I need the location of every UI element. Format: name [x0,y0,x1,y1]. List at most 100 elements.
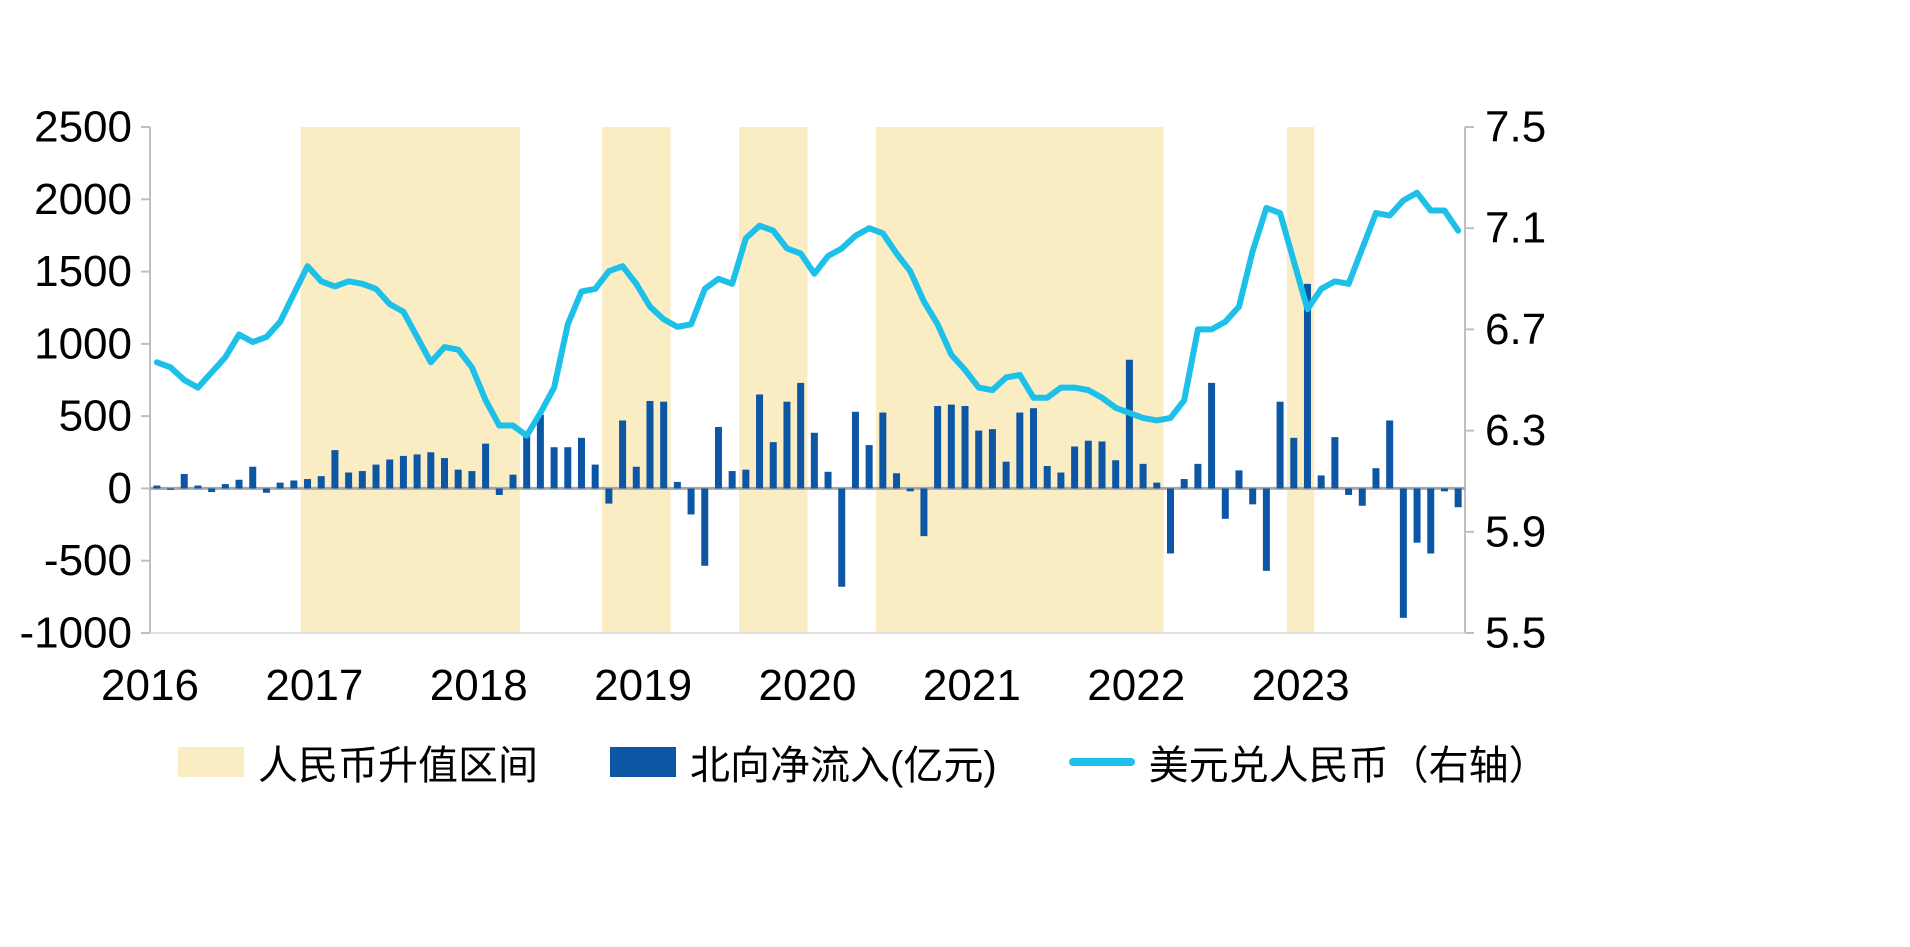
legend-label-line: 美元兑人民币（右轴） [1148,744,1549,788]
northbound-flow-bar [441,458,449,489]
northbound-flow-bar [1153,482,1161,489]
northbound-flow-bar [208,488,216,493]
northbound-flow-bar [988,429,996,489]
northbound-flow-bar [975,430,983,489]
northbound-flow-bar [797,382,805,489]
northbound-flow-bar [906,488,914,492]
northbound-flow-bar [783,401,791,489]
northbound-flow-bar [1290,437,1298,489]
northbound-flow-bar [413,454,421,489]
northbound-flow-bar [1221,488,1229,519]
northbound-flow-bar [262,488,270,493]
northbound-flow-bar [893,473,901,489]
left-axis-tick-label: 0 [108,464,132,513]
northbound-flow-bar [372,464,380,489]
x-axis-year-label: 2021 [923,661,1021,710]
x-axis-year-label: 2017 [265,661,363,710]
northbound-flow-bar [619,420,627,489]
northbound-flow-bar [536,414,544,489]
northbound-flow-bar [851,411,859,489]
northbound-flow-bar [591,464,599,489]
northbound-flow-bar [194,485,202,489]
northbound-flow-bar [756,394,764,489]
northbound-flow-bar [961,406,969,489]
left-axis-tick-label: 500 [59,392,132,441]
left-axis-tick-label: 1000 [34,319,132,368]
line-swatch [1068,758,1135,766]
legend-label-band: 人民币升值区间 [258,744,538,788]
right-axis-tick-label: 7.5 [1485,103,1546,152]
northbound-flow-bar [304,479,312,489]
northbound-flow-bar [1317,475,1325,489]
northbound-flow-bar [482,443,490,489]
northbound-flow-bar [1331,437,1339,489]
northbound-flow-bar [345,472,353,489]
appreciation-band [602,127,671,633]
x-axis-year-label: 2019 [594,661,692,710]
left-axis-tick-label: -1000 [19,609,132,658]
northbound-flow-bar [728,471,736,489]
northbound-flow-bar [687,488,695,515]
northbound-flow-bar [1139,463,1147,489]
left-axis-tick-label: 2500 [34,103,132,152]
northbound-flow-bar [1125,359,1133,489]
right-axis-tick-label: 7.1 [1485,204,1546,253]
northbound-flow-bar [1235,470,1243,489]
right-axis-tick-label: 6.3 [1485,406,1546,455]
left-axis-tick-label: 2000 [34,175,132,224]
x-axis-year-label: 2018 [430,661,528,710]
northbound-flow-bar [838,488,846,587]
left-axis-tick-label: 1500 [34,247,132,296]
x-axis-year-label: 2016 [101,661,199,710]
northbound-flow-bar [358,471,366,489]
appreciation-band [300,127,520,633]
northbound-flow-bar [1194,463,1202,489]
northbound-flow-bar [865,445,873,489]
northbound-flow-bar [468,471,476,489]
northbound-flow-bar [180,473,188,489]
northbound-flow-bar [632,466,640,489]
northbound-flow-bar [1440,488,1448,492]
appreciation-band [739,127,808,633]
northbound-flow-bar [810,432,818,489]
northbound-flow-bar [331,450,339,489]
northbound-flow-bar [386,459,394,489]
x-axis-year-label: 2020 [759,661,857,710]
northbound-flow-bar [742,469,750,489]
band-swatch [178,747,244,777]
usdcny-line [153,189,1462,439]
northbound-flow-bar [701,488,709,566]
northbound-flow-bar [1454,488,1462,508]
northbound-flow-bar [1249,488,1257,505]
northbound-flow-bar [276,482,284,489]
northbound-flow-bar [947,404,955,489]
northbound-flow-bar [1427,488,1435,554]
northbound-flow-bar [920,488,928,537]
northbound-flow-bar [1372,468,1380,489]
right-axis-tick-label: 6.7 [1485,305,1546,354]
x-axis-year-label: 2023 [1252,661,1350,710]
northbound-flow-bar [1043,466,1051,489]
northbound-flow-bar [769,442,777,489]
northbound-flow-bar [824,471,832,489]
northbound-flow-bar [509,474,517,489]
northbound-flow-bar [1112,460,1120,489]
northbound-flow-bar [290,480,298,489]
northbound-flow-bar [1262,488,1270,571]
northbound-flow-bar [454,469,462,489]
northbound-flow-bar [1413,488,1421,543]
chart-legend: 人民币升值区间 北向净流入(亿元) 美元兑人民币（右轴） [178,733,1549,791]
right-axis-tick-label: 5.5 [1485,609,1546,658]
northbound-flow-bar [605,488,613,504]
legend-label-bars: 北向净流入(亿元) [690,744,997,788]
northbound-flow-bar [523,432,531,489]
northbound-flow-bar [564,447,572,489]
northbound-flow-bar [1386,420,1394,489]
right-axis-tick-label: 5.9 [1485,507,1546,556]
northbound-flow-bar [1057,472,1065,489]
northbound-flow-bar [1399,488,1407,618]
northbound-flow-bar [879,412,887,489]
bar-swatch [610,747,676,777]
legend-item-northbound-bars: 北向净流入(亿元) [610,733,997,791]
